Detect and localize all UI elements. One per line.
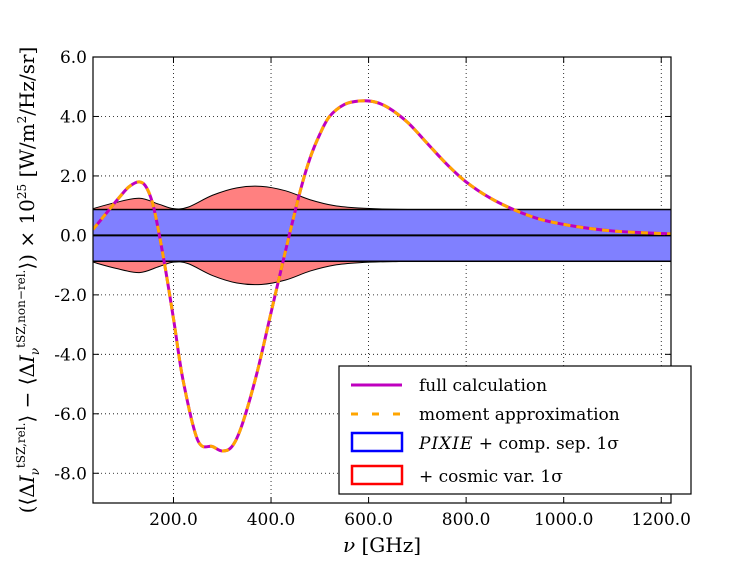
- moment-approximation-curve: [93, 99, 671, 453]
- legend-label-pixie-rest: + comp. sep. 1σ: [473, 434, 619, 454]
- plot-frame: [92, 56, 672, 504]
- x-tick-label-5: 1200.0: [632, 510, 691, 530]
- legend-swatch-pixie: [350, 431, 404, 453]
- y-tick-label-5: 2.0: [60, 167, 87, 187]
- legend-label-moment: moment approximation: [419, 405, 620, 425]
- x-tick-label-1: 400.0: [247, 510, 296, 530]
- legend: full calculation moment approximation PI…: [338, 365, 692, 495]
- x-tick-label-0: 200.0: [149, 510, 198, 530]
- x-tick-label-2: 600.0: [344, 510, 393, 530]
- x-axis-label: ν [GHz]: [343, 533, 421, 557]
- legend-label-pixie: PIXIE + comp. sep. 1σ: [418, 434, 619, 454]
- legend-label-full: full calculation: [419, 376, 547, 396]
- legend-label-pixie-italic: PIXIE: [418, 434, 473, 454]
- svg-text:(⟨ΔIνtSZ,rel.⟩ − ⟨ΔIνtSZ,non−r: (⟨ΔIνtSZ,rel.⟩ − ⟨ΔIνtSZ,non−rel.⟩) × 10…: [14, 47, 42, 514]
- y-tick-label-0: -8.0: [54, 464, 87, 484]
- x-tick-label-4: 1000.0: [534, 510, 593, 530]
- y-tick-label-6: 4.0: [60, 107, 87, 127]
- y-tick-label-4: 0.0: [60, 226, 87, 246]
- x-tick-label-3: 800.0: [442, 510, 491, 530]
- y-tick-label-7: 6.0: [60, 48, 87, 68]
- ticks: 200.0 400.0 600.0 800.0 1000.0 1200.0 -8.0 -6.0…: [54, 48, 691, 530]
- y-tick-label-2: -4.0: [54, 345, 87, 365]
- y-axis-label: (⟨ΔIνtSZ,rel.⟩ − ⟨ΔIνtSZ,non−rel.⟩) × 10…: [14, 47, 42, 514]
- legend-label-cosmic: + cosmic var. 1σ: [419, 467, 563, 487]
- y-tick-label-1: -6.0: [54, 405, 87, 425]
- y-tick-label-3: -2.0: [54, 286, 87, 306]
- legend-swatch-cosmic: [350, 464, 404, 486]
